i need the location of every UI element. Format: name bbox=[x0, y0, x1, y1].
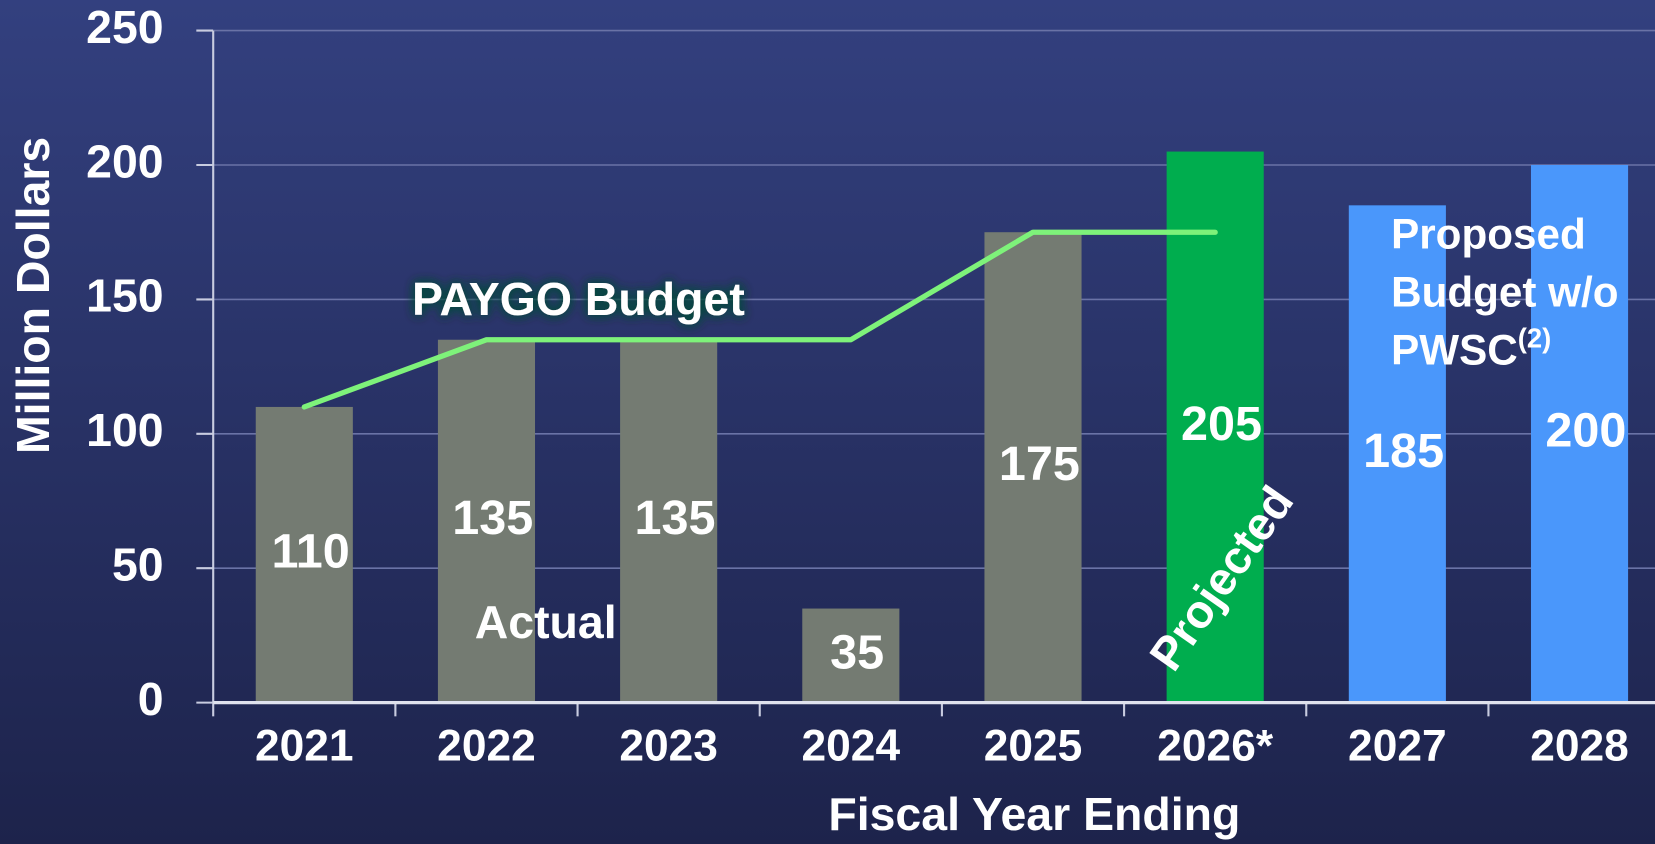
data-label: 200 bbox=[1545, 404, 1626, 458]
y-tick-label: 50 bbox=[112, 538, 164, 590]
bar bbox=[620, 339, 718, 703]
x-axis-title: Fiscal Year Ending bbox=[828, 788, 1240, 840]
annotation: Actual bbox=[475, 596, 617, 648]
x-tick-label: 2023 bbox=[619, 722, 718, 771]
data-label: 135 bbox=[634, 491, 715, 545]
data-label: 110 bbox=[271, 525, 349, 579]
x-tick-label: 2028 bbox=[1530, 722, 1629, 771]
x-tick-label: 2022 bbox=[437, 722, 536, 771]
y-tick-label: 250 bbox=[86, 1, 163, 53]
data-label: 135 bbox=[452, 491, 533, 545]
data-label: 35 bbox=[830, 625, 884, 679]
bar bbox=[1166, 151, 1264, 703]
bar bbox=[255, 406, 353, 703]
series-label: PAYGO Budget bbox=[412, 273, 745, 325]
data-label: 205 bbox=[1181, 397, 1262, 451]
bar bbox=[1530, 165, 1629, 703]
x-tick-label: 2027 bbox=[1348, 722, 1447, 771]
line bbox=[301, 229, 1218, 410]
annotation: PWSC(2) bbox=[1391, 323, 1551, 374]
x-tick-label: 2021 bbox=[255, 722, 354, 771]
y-tick-label: 100 bbox=[86, 404, 163, 456]
annotation-superscript: (2) bbox=[1518, 323, 1552, 354]
annotation: Proposed bbox=[1391, 211, 1586, 258]
bar bbox=[984, 232, 1082, 703]
y-tick-label: 0 bbox=[138, 673, 164, 725]
bar bbox=[437, 339, 536, 703]
x-tick-label: 2026* bbox=[1157, 722, 1274, 771]
y-tick-label: 150 bbox=[86, 270, 163, 322]
bar bbox=[1348, 205, 1446, 703]
y-axis-title: Million Dollars bbox=[7, 137, 59, 454]
y-tick-label: 200 bbox=[86, 135, 163, 187]
annotation-text: PWSC bbox=[1391, 327, 1518, 374]
data-label: 185 bbox=[1363, 424, 1444, 478]
x-tick-label: 2025 bbox=[984, 722, 1083, 771]
x-tick-label: 2024 bbox=[802, 722, 901, 771]
bar bbox=[802, 608, 900, 703]
data-label: 175 bbox=[999, 437, 1080, 491]
annotation: Budget w/o bbox=[1391, 269, 1618, 316]
